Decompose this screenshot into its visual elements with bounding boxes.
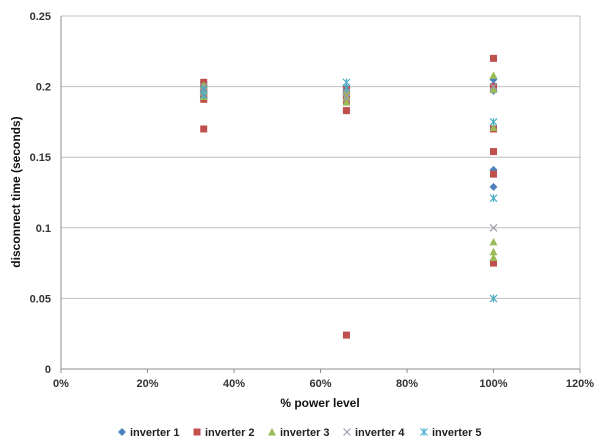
legend: inverter 1 inverter 2 inverter 3 inverter 4…	[118, 427, 482, 439]
data-point	[489, 85, 498, 93]
data-point	[199, 91, 208, 100]
data-point	[490, 148, 497, 156]
y-tick-label: 0.25	[30, 11, 51, 23]
legend-label: inverter 4	[355, 427, 405, 439]
legend-marker	[193, 428, 201, 436]
data-point	[489, 117, 498, 126]
series-5	[199, 78, 498, 303]
y-tick-label: 0.15	[30, 152, 51, 164]
data-point	[489, 82, 498, 91]
data-point	[342, 93, 351, 102]
data-point	[490, 259, 497, 267]
data-point	[342, 107, 350, 115]
x-tick-label: 40%	[223, 378, 245, 390]
x-axis-title: % power level	[280, 396, 359, 410]
data-point	[490, 170, 497, 178]
y-tick-label: 0.1	[36, 223, 51, 235]
legend-label: inverter 5	[432, 427, 482, 439]
x-tick-label: 80%	[396, 378, 418, 390]
data-point	[489, 194, 498, 203]
data-point	[342, 92, 351, 100]
y-tick-label: 0	[45, 364, 51, 376]
y-tick-label: 0.2	[36, 82, 51, 94]
data-point	[489, 223, 498, 232]
x-tick-label: 100%	[479, 378, 507, 390]
legend-marker	[343, 428, 351, 436]
y-tick-label: 0.05	[30, 293, 51, 305]
data-point	[342, 331, 350, 339]
x-tick-label: 120%	[566, 378, 594, 390]
data-point	[489, 294, 498, 303]
data-points	[199, 54, 498, 339]
data-point	[489, 182, 498, 191]
data-point	[489, 253, 498, 261]
y-axis-title: disconnect time (seconds)	[9, 116, 23, 267]
data-point	[489, 237, 498, 246]
data-point	[489, 123, 498, 132]
x-tick-label: 0%	[53, 378, 69, 390]
y-tick-labels: 0 0.05 0.1 0.15 0.2 0.25	[30, 11, 51, 376]
legend-marker	[118, 428, 126, 436]
legend-label: inverter 1	[130, 427, 180, 439]
data-point	[490, 54, 497, 62]
gridlines	[61, 15, 580, 299]
x-tick-label: 20%	[136, 378, 158, 390]
data-point	[342, 98, 351, 106]
legend-marker	[268, 428, 276, 436]
legend-label: inverter 3	[280, 427, 330, 439]
data-point	[489, 71, 498, 79]
data-point	[342, 84, 351, 93]
legend-label: inverter 2	[205, 427, 255, 439]
data-point	[200, 125, 208, 133]
series-4	[199, 82, 498, 232]
legend-marker	[420, 428, 428, 436]
x-tick-label: 60%	[309, 378, 331, 390]
data-point	[489, 247, 498, 256]
x-tick-labels: 0% 20% 40% 60% 80% 100% 120%	[53, 369, 594, 390]
